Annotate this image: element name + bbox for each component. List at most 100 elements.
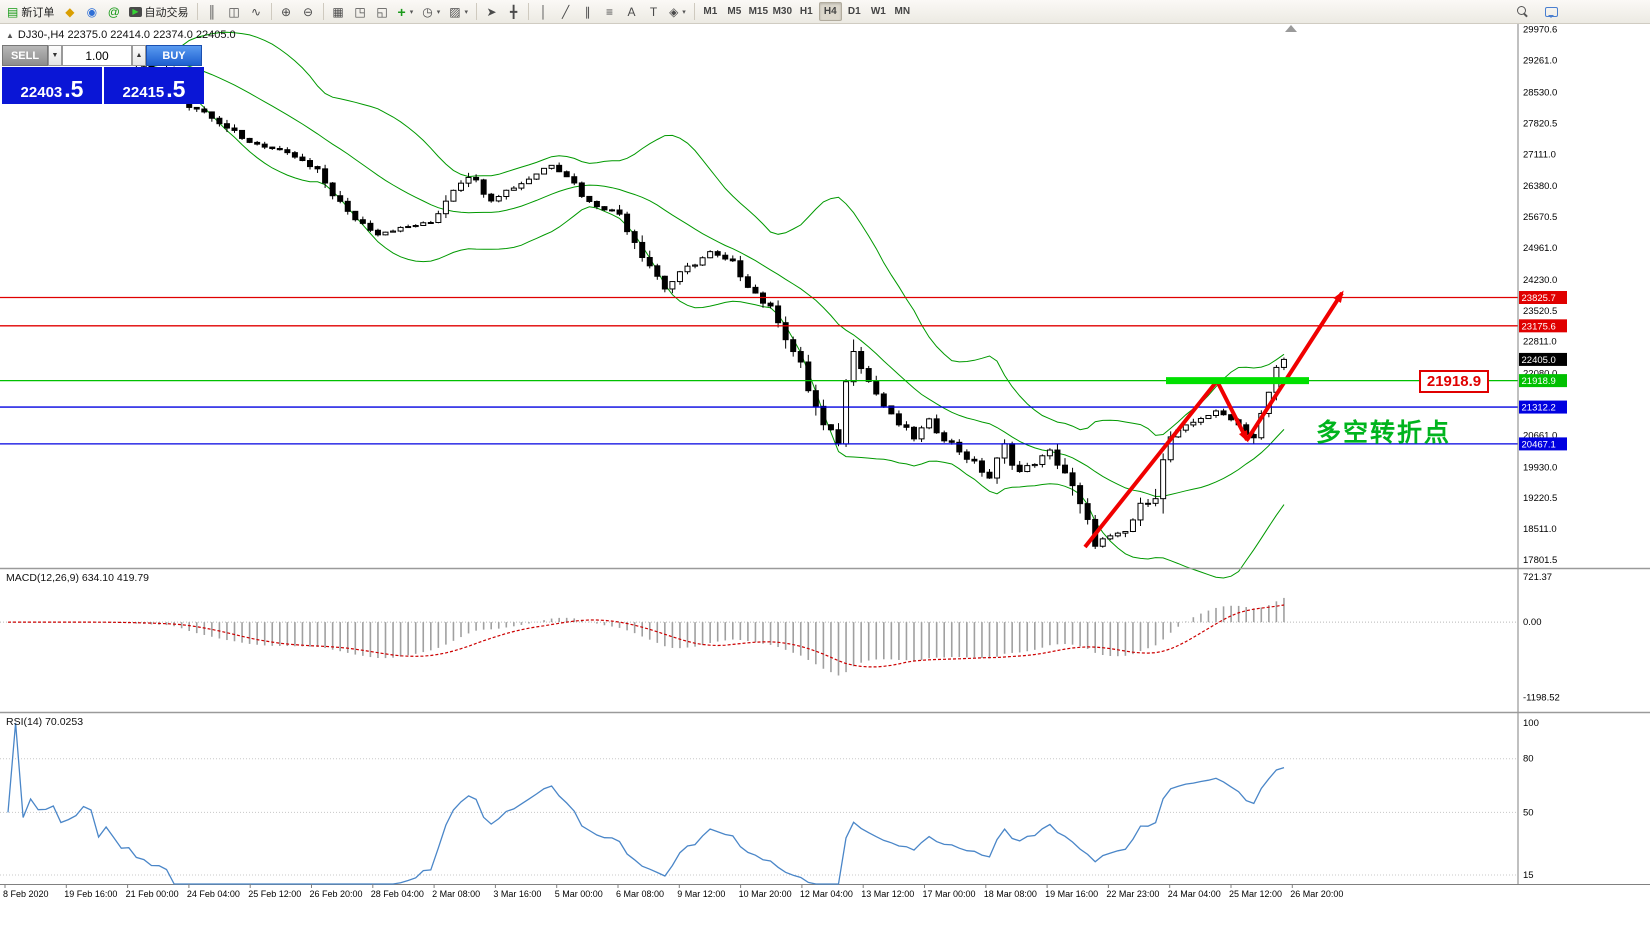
search-button[interactable]	[1512, 2, 1533, 22]
shapes-button[interactable]: ◈ ▾	[665, 2, 690, 22]
lot-size-input[interactable]	[62, 45, 132, 66]
chevron-down-icon: ▾	[409, 8, 414, 16]
chat-button[interactable]	[1541, 2, 1562, 22]
svg-text:20661.0: 20661.0	[1523, 430, 1557, 441]
shapes-icon: ◈	[669, 4, 679, 19]
cursor-icon: ➤	[486, 4, 497, 19]
clock-icon: ◷	[422, 4, 433, 19]
market-watch-icon: ◆	[65, 4, 75, 19]
new-order-button[interactable]: ▤ 新订单	[3, 2, 58, 22]
svg-text:23825.7: 23825.7	[1522, 293, 1556, 304]
svg-text:5 Mar 00:00: 5 Mar 00:00	[555, 889, 603, 899]
svg-text:22 Mar 23:00: 22 Mar 23:00	[1106, 889, 1159, 899]
bar-chart-icon: ║	[207, 4, 217, 19]
zoom-out-icon: ⊖	[302, 4, 314, 19]
timeframe-m15[interactable]: M15	[748, 6, 769, 17]
timeframe-m30[interactable]: M30	[772, 6, 793, 17]
svg-text:12 Mar 04:00: 12 Mar 04:00	[800, 889, 853, 899]
toolbar-separator	[693, 3, 695, 20]
chevron-down-icon: ▾	[436, 8, 441, 16]
svg-text:8 Feb 2020: 8 Feb 2020	[3, 889, 49, 899]
cascade-windows-icon: ◱	[376, 4, 388, 19]
svg-text:24 Feb 04:00: 24 Feb 04:00	[187, 889, 240, 899]
fibonacci-button[interactable]: ≡	[599, 2, 620, 22]
svg-text:50: 50	[1523, 807, 1534, 818]
svg-text:10 Mar 20:00: 10 Mar 20:00	[739, 889, 792, 899]
svg-text:26380.0: 26380.0	[1523, 181, 1557, 192]
vertical-line-button[interactable]: │	[533, 2, 554, 22]
turning-point-annotation[interactable]: 多空转折点	[1316, 419, 1452, 447]
community-button[interactable]: @	[103, 2, 124, 22]
periods-button[interactable]: ◷ ▾	[418, 2, 444, 22]
svg-text:721.37: 721.37	[1523, 572, 1552, 583]
line-chart-button[interactable]: ∿	[246, 2, 267, 22]
lot-increase-button[interactable]: ▲	[132, 45, 146, 66]
toolbar-separator	[322, 3, 324, 20]
sell-price-frac: .5	[64, 76, 84, 103]
tile-windows-button[interactable]: ▦	[328, 2, 349, 22]
timeframe-d1[interactable]: D1	[847, 6, 861, 17]
svg-text:29261.0: 29261.0	[1523, 56, 1557, 67]
svg-text:80: 80	[1523, 754, 1534, 765]
indicators-button[interactable]: + ▾	[394, 2, 418, 22]
timeframe-h4[interactable]: H4	[818, 2, 842, 21]
sell-button[interactable]: SELL	[2, 45, 48, 66]
one-click-trading-panel: SELL ▼ ▲ BUY 22403 .5 22415 .5	[2, 45, 204, 104]
cursor-button[interactable]: ➤	[481, 2, 502, 22]
svg-text:25 Mar 12:00: 25 Mar 12:00	[1229, 889, 1282, 899]
svg-text:19220.5: 19220.5	[1523, 493, 1557, 504]
arrange-windows-button[interactable]: ◳	[350, 2, 371, 22]
text-label-button[interactable]: T	[643, 2, 664, 22]
svg-text:28 Feb 04:00: 28 Feb 04:00	[371, 889, 424, 899]
templates-button[interactable]: ▨ ▾	[445, 2, 472, 22]
svg-text:23175.6: 23175.6	[1522, 321, 1556, 332]
svg-text:100: 100	[1523, 718, 1539, 729]
timeframe-m1[interactable]: M1	[703, 6, 718, 17]
text-button[interactable]: A	[621, 2, 642, 22]
arrange-windows-icon: ◳	[354, 4, 366, 19]
candlestick-chart-button[interactable]: ◫	[224, 2, 245, 22]
crosshair-button[interactable]: ╋	[503, 2, 524, 22]
svg-text:9 Mar 12:00: 9 Mar 12:00	[677, 889, 725, 899]
chart-symbol-icon: ▲	[6, 30, 14, 40]
svg-text:22405.0: 22405.0	[1522, 355, 1556, 366]
macd-indicator-label: MACD(12,26,9) 634.10 419.79	[6, 572, 150, 584]
timeframe-m5[interactable]: M5	[727, 6, 742, 17]
buy-price-frac: .5	[166, 76, 186, 103]
signals-icon: ◉	[86, 4, 98, 19]
svg-text:19930.0: 19930.0	[1523, 462, 1557, 473]
svg-text:28530.0: 28530.0	[1523, 87, 1557, 98]
timeframe-h1[interactable]: H1	[799, 6, 813, 17]
svg-text:15: 15	[1523, 870, 1534, 881]
sell-price-display[interactable]: 22403 .5	[2, 67, 102, 104]
new-order-icon: ▤	[7, 4, 19, 19]
cascade-windows-button[interactable]: ◱	[372, 2, 393, 22]
zoom-out-button[interactable]: ⊖	[298, 2, 319, 22]
channel-button[interactable]: ∥	[577, 2, 598, 22]
buy-price-display[interactable]: 22415 .5	[104, 67, 204, 104]
new-order-label: 新订单	[21, 6, 55, 19]
level-annotation-box[interactable]: 21918.9	[1419, 370, 1489, 393]
svg-text:13 Mar 12:00: 13 Mar 12:00	[861, 889, 914, 899]
market-watch-button[interactable]: ◆	[59, 2, 80, 22]
svg-text:19 Mar 16:00: 19 Mar 16:00	[1045, 889, 1098, 899]
autotrading-button[interactable]: ▶ 自动交易	[125, 2, 192, 22]
svg-text:2 Mar 08:00: 2 Mar 08:00	[432, 889, 480, 899]
buy-button[interactable]: BUY	[146, 45, 202, 66]
svg-text:6 Mar 08:00: 6 Mar 08:00	[616, 889, 664, 899]
bar-chart-button[interactable]: ║	[202, 2, 223, 22]
svg-text:20467.1: 20467.1	[1522, 439, 1556, 450]
community-icon: @	[107, 4, 120, 19]
zoom-in-button[interactable]: ⊕	[276, 2, 297, 22]
timeframe-mn[interactable]: MN	[894, 6, 911, 17]
lot-decrease-button[interactable]: ▼	[48, 45, 62, 66]
svg-text:21312.2: 21312.2	[1522, 403, 1556, 414]
sell-price-main: 22403	[20, 84, 63, 101]
timeframe-w1[interactable]: W1	[870, 6, 886, 17]
trendline-button[interactable]: ╱	[555, 2, 576, 22]
text-label-icon: T	[649, 4, 658, 19]
signals-button[interactable]: ◉	[81, 2, 102, 22]
main-toolbar: ▤ 新订单 ◆ ◉ @ ▶ 自动交易 ║ ◫ ∿ ⊕ ⊖ ▦ ◳ ◱ + ▾	[0, 0, 1650, 24]
